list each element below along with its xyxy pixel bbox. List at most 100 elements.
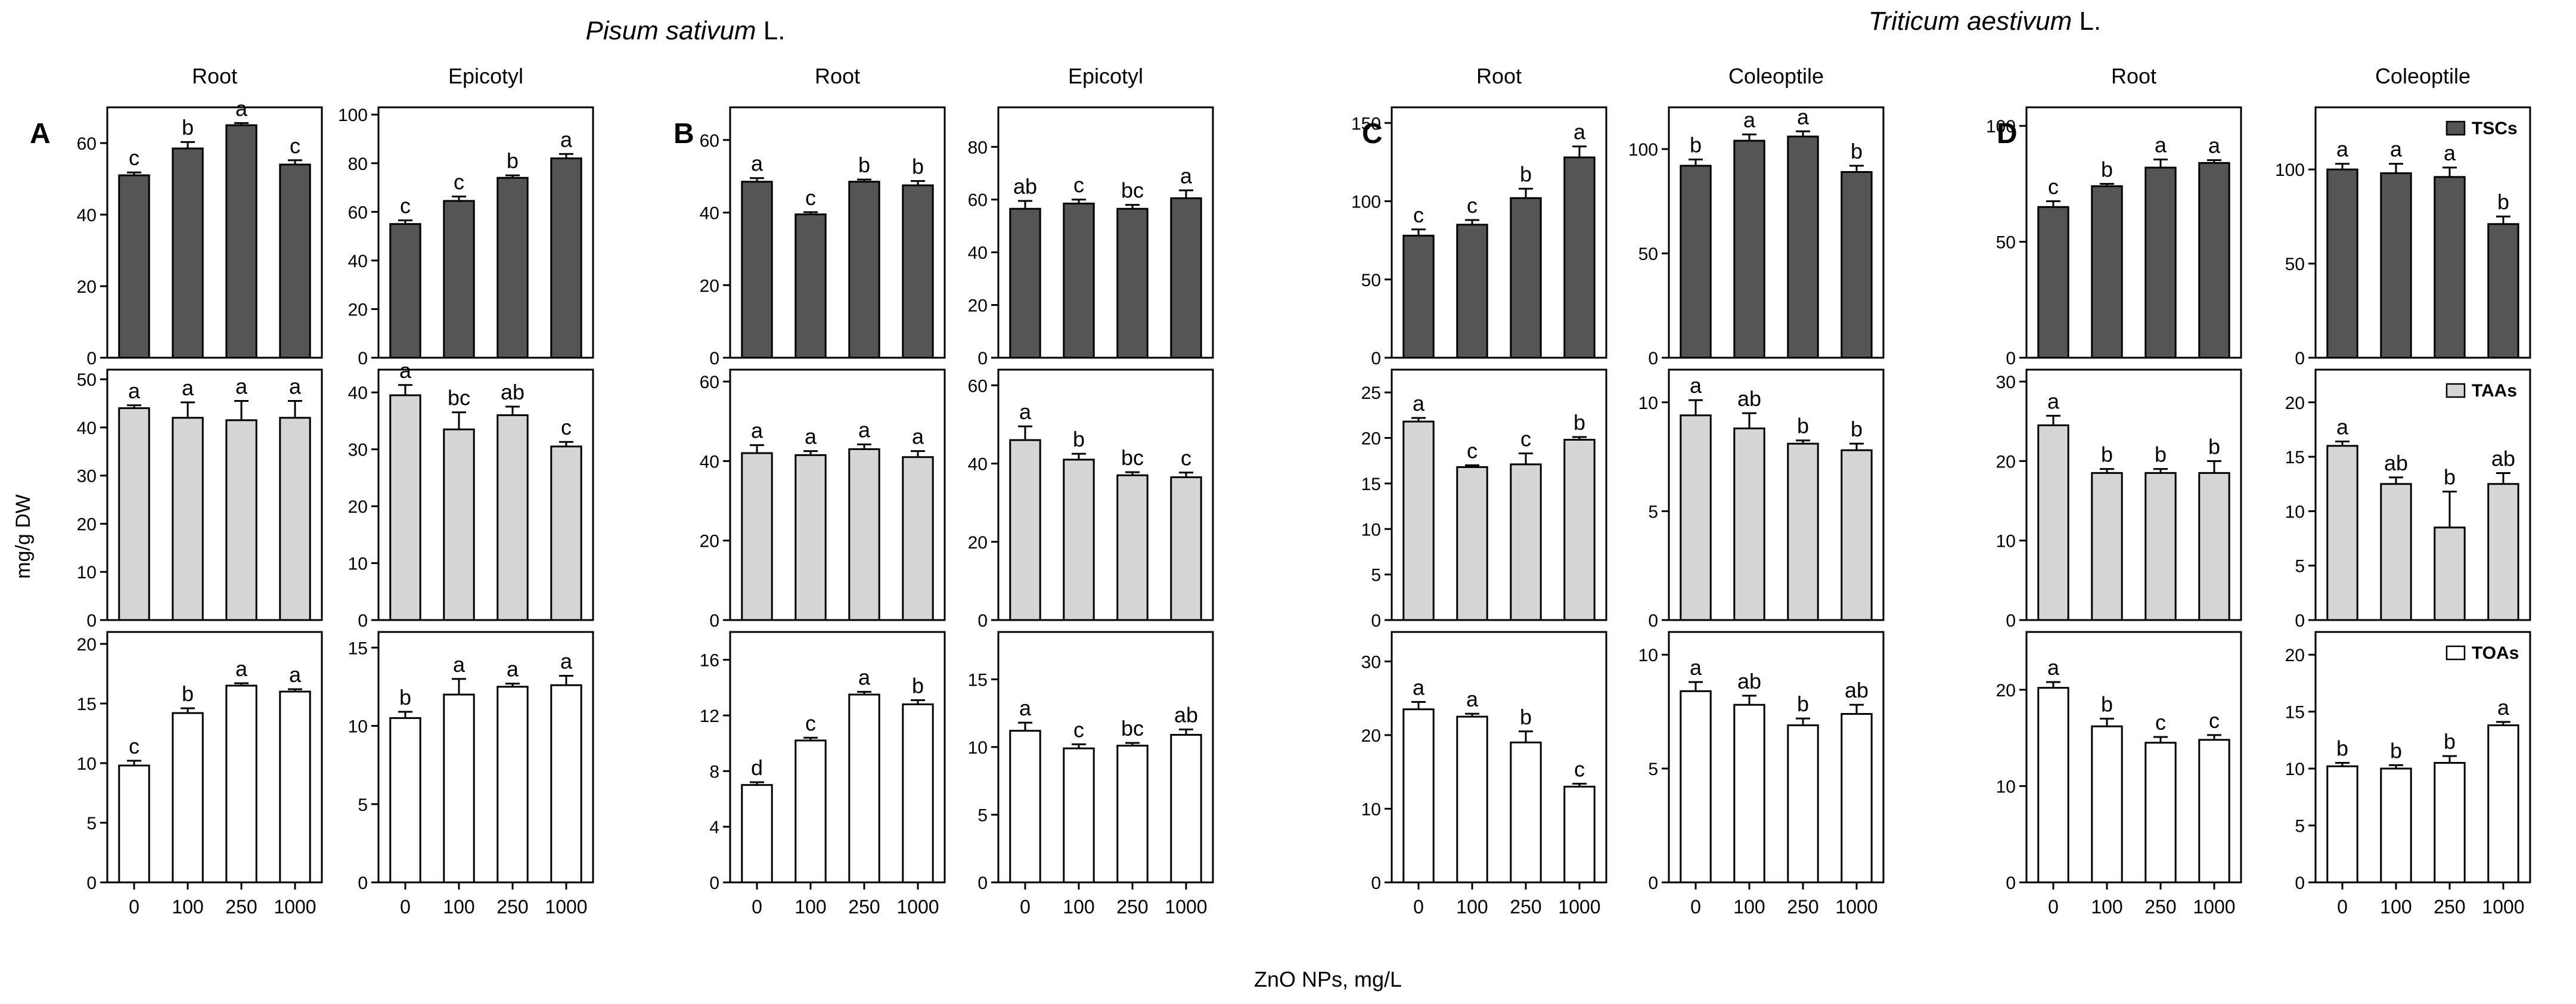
panel-c-coleoptile-taas-letter-1000: b <box>1851 417 1863 441</box>
panel-a-epicotyl-tscs-ytick-label-100: 100 <box>338 106 368 125</box>
panel-b-epicotyl-tscs-bar-250 <box>1116 207 1149 359</box>
panel-a-epicotyl-tscs-frame <box>377 106 594 359</box>
panel-a-epicotyl-tscs-ytick-label-60: 60 <box>348 203 368 222</box>
panel-b-epicotyl-toas-ytick-label-15: 15 <box>968 670 988 690</box>
panel-a-epicotyl-taas-ytick-label-10: 10 <box>348 554 368 574</box>
panel-a-root-taas-bar-100 <box>172 417 204 621</box>
panel-b-root-tscs-letter-1000: b <box>912 154 924 179</box>
panel-a-root-toas-bar-100 <box>172 712 204 884</box>
legend-label-toas: TOAs <box>2472 643 2519 663</box>
panel-c-coleoptile-taas-ytick-label-10: 10 <box>1638 393 1658 413</box>
panel-c-root-toas: 0 10 20 30 a 0 a 100 b 250 c 1000 <box>1361 631 1607 918</box>
panel-d-root-toas-frame <box>2025 631 2242 884</box>
panel-c-root-toas-xtick-label-100: 100 <box>1456 896 1488 918</box>
panel-d-coleoptile-tscs-ytick-label-50: 50 <box>2285 255 2305 274</box>
panel-a-epicotyl-toas-bar-1000 <box>550 684 582 884</box>
panel-d-coleoptile-toas-letter-100: b <box>2390 738 2402 763</box>
panel-c-coleoptile-tscs: Coleoptile 0 50 100 b a a b <box>1628 64 1885 368</box>
panel-c-coleoptile-toas-ytick-label-10: 10 <box>1638 646 1658 665</box>
panel-b-epicotyl-tscs-ytick-label-80: 80 <box>968 138 988 157</box>
panel-a-root-toas-xtick-label-1000: 1000 <box>274 896 316 918</box>
legend-label-tscs: TSCs <box>2472 119 2518 138</box>
panel-b-root-tscs-ytick-label-40: 40 <box>700 204 719 224</box>
panel-d-coleoptile-taas-ytick-label-0: 0 <box>2295 611 2305 631</box>
panel-a-root-toas-ytick-label-20: 20 <box>77 635 97 655</box>
panel-d-root-taas-ytick-label-20: 20 <box>1996 452 2016 472</box>
panel-d-coleoptile-taas-bar-1000 <box>2487 483 2519 621</box>
panel-c-coleoptile-toas-letter-100: ab <box>1737 669 1761 693</box>
panel-b-epicotyl-tscs: Epicotyl 0 20 40 60 80 ab c bc a <box>968 64 1214 368</box>
panel-a-root-tscs-ytick-label-40: 40 <box>77 206 97 225</box>
panel-b-root-tscs-letter-250: b <box>858 153 870 177</box>
panel-b-root-toas-xtick-label-0: 0 <box>752 896 762 918</box>
panel-b-root-taas-ytick-label-20: 20 <box>700 532 719 551</box>
panel-b-root-tscs-letter-100: c <box>805 185 816 210</box>
panel-c-root-tscs-bar-0 <box>1402 234 1435 359</box>
panel-c-root-taas-letter-1000: b <box>1573 410 1585 435</box>
panel-a-root-toas-frame <box>106 631 323 884</box>
panel-d-root-taas-letter-0: a <box>2047 389 2060 413</box>
panel-a-root-taas-ytick-label-40: 40 <box>77 419 97 438</box>
panel-b-epicotyl-taas-letter-0: a <box>1019 399 1032 424</box>
panel-a-epicotyl-tscs-letter-250: b <box>507 148 519 173</box>
panel-a-epicotyl-taas-letter-0: a <box>399 358 412 383</box>
panel-d-coleoptile-taas: 0 5 10 15 20 a ab b ab TAAs <box>2285 368 2531 631</box>
panel-a-epicotyl-taas-letter-250: ab <box>501 380 524 404</box>
panel-a-root-taas-ytick-label-10: 10 <box>77 563 97 582</box>
panel-d-root-toas-ytick-label-0: 0 <box>2006 873 2016 893</box>
panel-c-root-toas-ytick-label-0: 0 <box>1371 873 1381 893</box>
panel-c-root-taas-letter-250: c <box>1520 427 1531 451</box>
panel-a-epicotyl-tscs: Epicotyl 0 20 40 60 80 100 c c b a <box>338 64 594 368</box>
panel-d-root-tscs: D Root 0 50 100 c b a a <box>1986 64 2242 368</box>
panel-a-epicotyl-taas-ytick-label-20: 20 <box>348 497 368 517</box>
panel-b-root-toas-ytick-label-12: 12 <box>700 706 719 726</box>
panel-a-root-tscs-frame <box>106 106 323 359</box>
panel-b-epicotyl-taas-ytick-label-40: 40 <box>968 455 988 475</box>
panel-c-coleoptile-toas-frame <box>1668 631 1885 884</box>
panel-b-epicotyl-toas-bar-100 <box>1063 747 1095 884</box>
panel-d-root-toas-bar-100 <box>2091 725 2123 884</box>
panel-d-coleoptile-tscs-bar-100 <box>2380 172 2412 359</box>
panel-a-root-tscs-letter-100: b <box>182 115 194 140</box>
panel-header-b-root: Root <box>815 64 860 88</box>
panel-a-root-taas: 0 10 20 30 40 50 a a a a <box>77 368 323 631</box>
group-letter-c: C <box>1362 118 1383 150</box>
panel-a-root-taas-letter-0: a <box>128 379 141 403</box>
panel-d-root-toas-letter-100: b <box>2101 692 2113 716</box>
panel-d-root-taas-ytick-label-0: 0 <box>2006 611 2016 631</box>
panel-d-root-tscs-ytick-label-50: 50 <box>1996 233 2016 253</box>
panel-d-root-toas-xtick-label-0: 0 <box>2048 896 2059 918</box>
panel-c-coleoptile-taas-bar-0 <box>1680 414 1712 621</box>
panel-b-epicotyl-taas-ytick-label-20: 20 <box>968 533 988 553</box>
panel-c-root-taas-ytick-label-20: 20 <box>1361 429 1381 449</box>
panel-b-epicotyl-tscs-frame <box>997 106 1214 359</box>
panel-b-root-toas-letter-0: d <box>751 755 763 780</box>
panel-a-epicotyl-taas-letter-100: bc <box>448 386 470 410</box>
panel-a-epicotyl-tscs-bar-0 <box>389 223 421 359</box>
panel-b-root-taas-bar-1000 <box>902 456 934 621</box>
panel-c-coleoptile-taas-letter-100: ab <box>1737 386 1761 411</box>
panel-a-epicotyl-taas-ytick-label-0: 0 <box>358 611 368 631</box>
panel-a-epicotyl-toas-ytick-label-15: 15 <box>348 639 368 658</box>
panel-b-root-taas-ytick-label-0: 0 <box>709 611 719 631</box>
panel-c-root-toas-bar-250 <box>1510 741 1542 884</box>
panel-d-coleoptile-toas-frame <box>2314 631 2531 884</box>
panel-b-epicotyl-taas: 0 20 40 60 a b bc c <box>968 368 1214 631</box>
panel-c-root-toas-ytick-label-10: 10 <box>1361 800 1381 819</box>
panel-d-coleoptile-toas-ytick-label-20: 20 <box>2285 646 2305 665</box>
panel-b-root-toas-ytick-label-8: 8 <box>709 762 719 782</box>
panel-b-root-tscs-frame <box>729 106 946 359</box>
species-title-triticum-suffix: L. <box>2072 7 2101 36</box>
panel-a-root-tscs: A Root 0 20 40 60 c b a c <box>30 64 323 368</box>
panel-c-coleoptile-tscs-bar-0 <box>1680 165 1712 359</box>
panel-b-epicotyl-taas-bar-250 <box>1116 474 1149 621</box>
panel-b-root-toas-frame <box>729 631 946 884</box>
panel-c-root-toas-xtick-label-1000: 1000 <box>1558 896 1600 918</box>
panel-b-epicotyl-tscs-bar-0 <box>1009 207 1041 359</box>
panel-b-epicotyl-toas-bar-0 <box>1009 730 1041 884</box>
panel-c-coleoptile-taas-bar-100 <box>1733 427 1765 621</box>
panel-b-epicotyl-toas-xtick-label-0: 0 <box>1020 896 1031 918</box>
panel-a-root-toas-ytick-label-10: 10 <box>77 754 97 774</box>
panel-header-d-coleoptile: Coleoptile <box>2375 64 2471 88</box>
